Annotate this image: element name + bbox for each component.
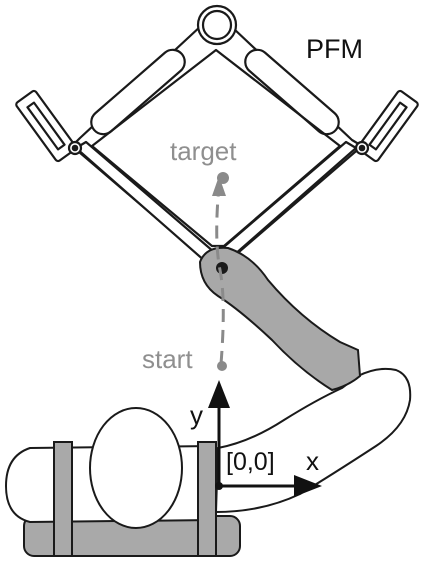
pfm-left-base — [15, 89, 77, 163]
pfm-label: PFM — [306, 34, 363, 64]
pfm-left-base-slot — [26, 101, 66, 151]
head-skull — [89, 407, 183, 529]
pfm-left-pivot-dot — [71, 144, 79, 152]
upper-arm — [214, 367, 412, 514]
y-axis-label: y — [190, 400, 203, 430]
start-label: start — [142, 344, 193, 374]
x-axis-arrowhead — [294, 475, 322, 497]
origin-label: [0,0] — [226, 448, 275, 476]
subject-head — [89, 407, 183, 529]
pfm-link-upper-left — [90, 48, 186, 136]
forearm — [198, 246, 362, 392]
pfm-right-base-slot — [368, 101, 408, 151]
pfm-link-upper-right — [244, 48, 340, 136]
pfm-frame-inner — [90, 48, 342, 248]
pfm-right-base — [357, 89, 419, 163]
reach-path-dashed — [215, 185, 225, 365]
start-point — [217, 361, 227, 371]
strap-left — [53, 441, 73, 557]
pfm-right-pivot-dot — [358, 144, 366, 152]
reach-path-arrowhead — [212, 176, 226, 196]
coordinate-frame — [208, 380, 322, 497]
pfm-top-joint-inner — [201, 9, 233, 41]
y-axis-arrowhead — [208, 380, 230, 408]
reach-path — [212, 172, 229, 371]
hand-endpoint — [216, 262, 228, 274]
strap-right — [197, 441, 217, 557]
x-axis-label: x — [306, 446, 319, 476]
target-label: target — [170, 136, 237, 166]
origin-point — [215, 482, 223, 490]
target-point — [217, 172, 229, 184]
pfm-link-lower-right — [216, 140, 358, 264]
